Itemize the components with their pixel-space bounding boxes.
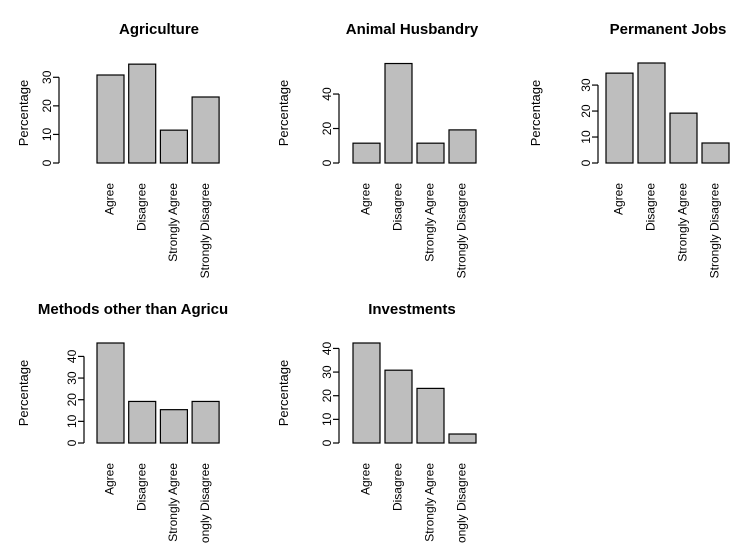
- chart-title: Animal Husbandry: [346, 21, 479, 38]
- category-label: Agree: [359, 463, 373, 495]
- category-label: Disagree: [391, 463, 405, 511]
- category-label: Strongly Disagree: [455, 463, 469, 543]
- category-label: Strongly Agree: [423, 183, 437, 262]
- y-tick-label: 30: [579, 78, 593, 92]
- y-tick-label: 0: [320, 159, 334, 166]
- bar-strongly-disagree: [448, 129, 477, 164]
- bar-agree: [352, 142, 381, 164]
- y-tick-label: 20: [579, 104, 593, 118]
- y-tick-label: 20: [320, 122, 334, 136]
- category-label: Agree: [103, 463, 117, 495]
- category-label: Strongly Disagree: [455, 183, 469, 279]
- bar-strongly-disagree: [191, 400, 220, 444]
- chart-panel-animal-husbandry: Animal Husbandry Percentage 0 20 40 Agree Disa…: [276, 21, 479, 278]
- y-tick-label: 20: [40, 99, 54, 113]
- bar-strongly-disagree: [701, 142, 730, 164]
- y-tick-label: 30: [320, 365, 334, 379]
- y-tick-label: 0: [320, 439, 334, 446]
- bar-strongly-agree: [669, 112, 698, 164]
- bar-agree: [96, 74, 125, 164]
- bar-disagree: [384, 369, 413, 444]
- y-tick-label: 10: [320, 412, 334, 426]
- category-label: Strongly Agree: [166, 463, 180, 542]
- y-tick-label: 30: [65, 371, 79, 385]
- category-label: Strongly Agree: [423, 463, 437, 542]
- category-label: Strongly Agree: [166, 183, 180, 262]
- bar-agree: [96, 342, 125, 444]
- category-label: Disagree: [134, 183, 148, 231]
- y-tick-label: 40: [65, 349, 79, 363]
- bar-strongly-disagree: [191, 96, 220, 164]
- chart-panel-permanent-jobs: Permanent Jobs Percentage 0 10 20 30 Agree Disa…: [528, 21, 730, 279]
- y-tick-label: 0: [40, 159, 54, 166]
- bar-agree: [605, 72, 634, 164]
- y-axis-label: Percentage: [16, 80, 31, 147]
- y-tick-label: 30: [40, 70, 54, 84]
- y-axis-label: Percentage: [528, 80, 543, 147]
- y-axis-label: Percentage: [16, 360, 31, 427]
- bar-disagree: [384, 62, 413, 164]
- category-label: Disagree: [644, 183, 658, 231]
- y-tick-label: 40: [320, 87, 334, 101]
- y-axis-label: Percentage: [276, 80, 291, 147]
- chart-panel-agriculture: Agriculture Percentage 0 10 20 30 Agree Disagre…: [16, 21, 220, 279]
- y-tick-label: 40: [320, 341, 334, 355]
- bar-agree: [352, 342, 381, 444]
- y-tick-label: 20: [65, 393, 79, 407]
- bar-strongly-agree: [159, 129, 188, 164]
- chart-panel-methods-other-than-agricu: Methods other than Agricu Percentage 0 10 20…: [16, 301, 228, 543]
- y-tick-label: 10: [40, 127, 54, 141]
- bar-disagree: [637, 62, 666, 164]
- y-tick-label: 10: [65, 414, 79, 428]
- y-axis-label: Percentage: [276, 360, 291, 427]
- bar-strongly-agree: [159, 409, 188, 444]
- category-label: Agree: [103, 183, 117, 215]
- category-label: Strongly Disagree: [708, 183, 722, 279]
- bar-disagree: [128, 400, 157, 444]
- y-tick-label: 10: [579, 130, 593, 144]
- bar-strongly-agree: [416, 387, 445, 444]
- chart-panel-investments: Investments Percentage 0 10 20 30 40 Agree Disag…: [276, 301, 477, 543]
- y-tick-label: 0: [65, 439, 79, 446]
- chart-title: Agriculture: [119, 21, 199, 38]
- y-tick-label: 0: [579, 159, 593, 166]
- category-label: Disagree: [134, 463, 148, 511]
- category-label: Agree: [359, 183, 373, 215]
- bar-strongly-agree: [416, 142, 445, 164]
- category-label: Strongly Disagree: [198, 463, 212, 543]
- chart-title: Permanent Jobs: [610, 21, 727, 38]
- y-tick-label: 20: [320, 389, 334, 403]
- category-label: Strongly Disagree: [198, 183, 212, 279]
- chart-title: Methods other than Agricu: [38, 301, 228, 318]
- category-label: Disagree: [391, 183, 405, 231]
- bar-strongly-disagree: [448, 433, 477, 444]
- category-label: Strongly Agree: [676, 183, 690, 262]
- category-label: Agree: [612, 183, 626, 215]
- chart-title: Investments: [368, 301, 456, 318]
- bar-disagree: [128, 63, 157, 164]
